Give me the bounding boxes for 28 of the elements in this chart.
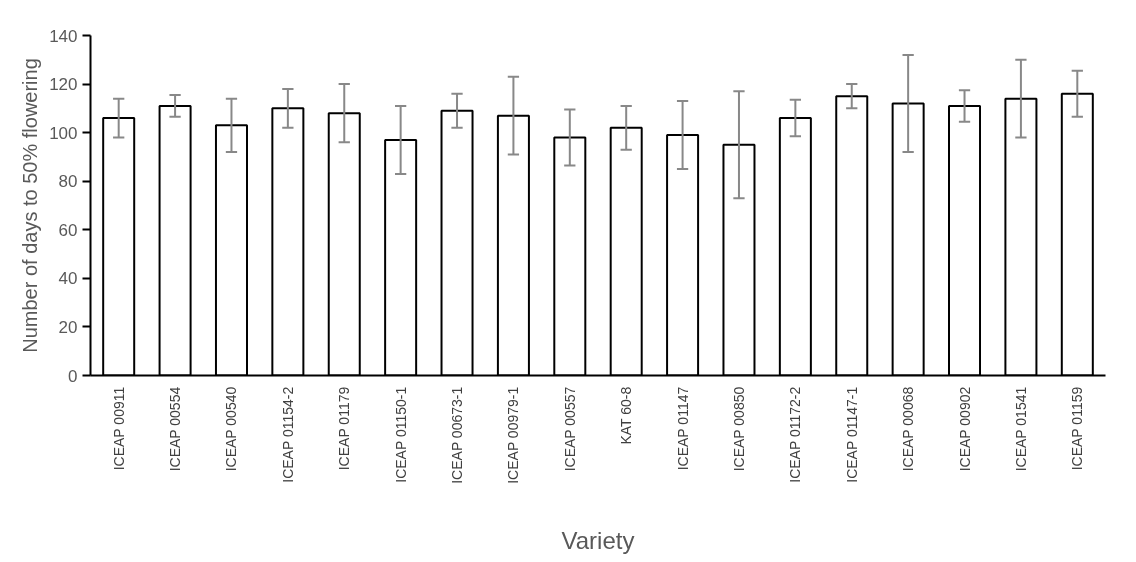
x-tick-label: ICEAP 00911 (110, 386, 127, 471)
x-tick-label: ICEAP 01154-2 (279, 386, 296, 483)
x-tick-label: ICEAP 01159 (1069, 386, 1086, 471)
x-tick-label: ICEAP 01147-1 (843, 386, 860, 483)
x-axis-title: Variety (561, 526, 635, 554)
x-tick-label: ICEAP 01147 (674, 386, 691, 471)
y-tick-label: 60 (58, 220, 78, 240)
y-tick-label: 100 (49, 123, 78, 143)
x-tick-label: ICEAP 00557 (561, 386, 578, 472)
x-tick-label: ICEAP 01172-2 (787, 386, 804, 483)
y-tick-label: 20 (58, 317, 78, 337)
x-tick-label: ICEAP 00979-1 (505, 386, 522, 484)
x-tick-label: KAT 60-8 (618, 386, 635, 445)
x-tick-label: ICEAP 01179 (336, 386, 353, 471)
y-axis-title: Number of days to 50% flowering (19, 58, 42, 353)
y-tick-label: 120 (49, 75, 78, 95)
y-tick-label: 140 (49, 26, 78, 46)
x-tick-label: ICEAP 00540 (223, 386, 240, 472)
x-tick-label: ICEAP 00068 (900, 386, 917, 472)
x-tick-label: ICEAP 00673-1 (449, 386, 466, 484)
y-tick-label: 40 (58, 269, 78, 289)
x-tick-label: ICEAP 00902 (956, 386, 973, 472)
x-tick-label: ICEAP 01541 (1012, 386, 1029, 472)
x-tick-label: ICEAP 00850 (730, 386, 747, 472)
y-tick-label: 80 (58, 172, 78, 192)
y-tick-label: 0 (68, 366, 78, 386)
x-tick-label: ICEAP 01150-1 (392, 386, 409, 483)
x-tick-label: ICEAP 00554 (167, 386, 184, 472)
